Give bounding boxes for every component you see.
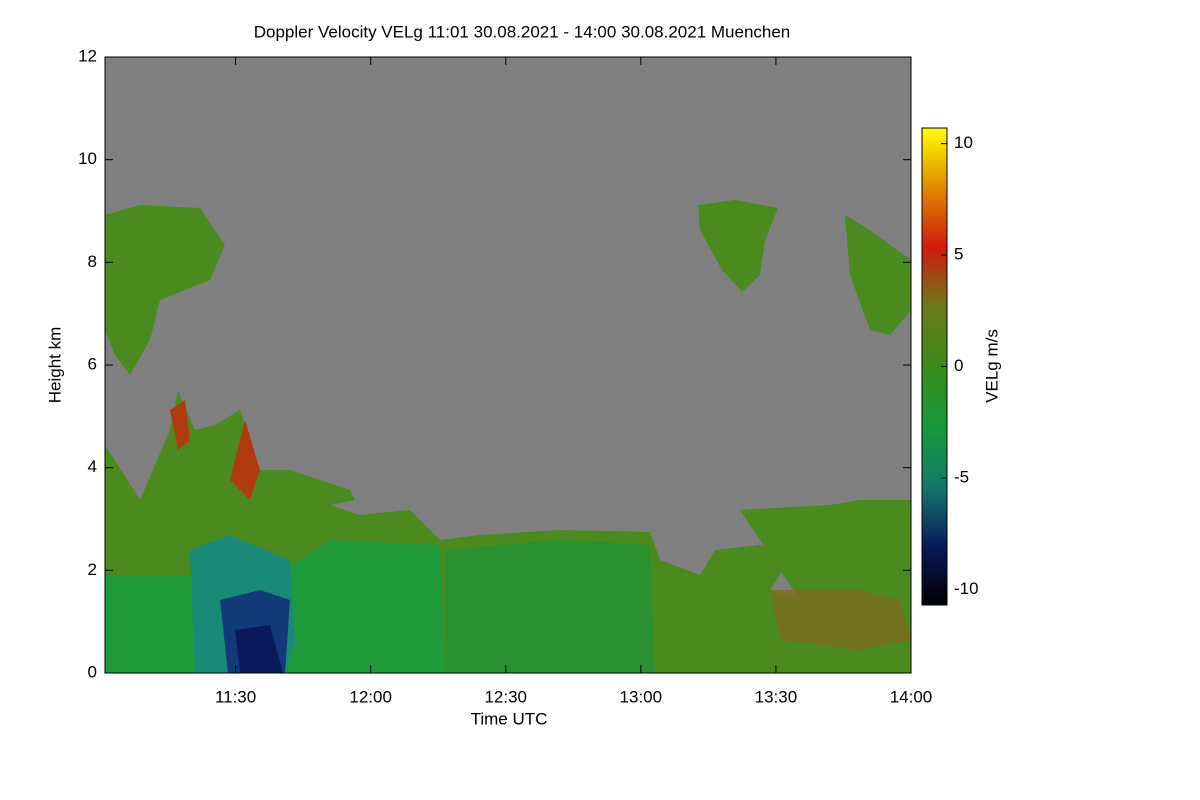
cloud-region	[698, 200, 778, 292]
chart-title: Doppler Velocity VELg 11:01 30.08.2021 -…	[254, 22, 791, 41]
colorbar-label: VELg m/s	[982, 329, 1001, 403]
y-tick-label: 2	[88, 560, 97, 579]
x-axis-label: Time UTC	[471, 709, 548, 728]
cloud-region	[845, 215, 911, 335]
x-tick-label: 12:30	[484, 687, 527, 706]
cloud-region	[170, 400, 260, 500]
y-tick-label: 4	[88, 457, 97, 476]
x-tick-label: 11:30	[215, 687, 256, 706]
colorbar-tick-label: 5	[954, 245, 963, 264]
cloud-region	[105, 205, 225, 375]
x-tick-label: 14:00	[890, 687, 933, 706]
colorbar-tick-label: 10	[954, 133, 973, 152]
y-tick-label: 10	[78, 149, 97, 168]
colorbar-tick-label: -5	[954, 467, 969, 486]
x-tick-label: 12:00	[349, 687, 392, 706]
colorbar-tick-label: 0	[954, 356, 963, 375]
cloud-region	[445, 540, 655, 673]
y-tick-label: 8	[88, 252, 97, 271]
y-axis-label: Height km	[45, 327, 64, 404]
y-tick-label: 12	[78, 46, 97, 65]
cloud-region	[235, 625, 283, 673]
y-tick-label: 0	[88, 662, 97, 681]
y-tick-label: 6	[88, 354, 97, 373]
echo-field	[105, 200, 911, 673]
x-tick-label: 13:00	[620, 687, 663, 706]
cloud-region	[770, 590, 911, 650]
x-tick-label: 13:30	[755, 687, 798, 706]
colorbar-tick-label: -10	[954, 579, 979, 598]
